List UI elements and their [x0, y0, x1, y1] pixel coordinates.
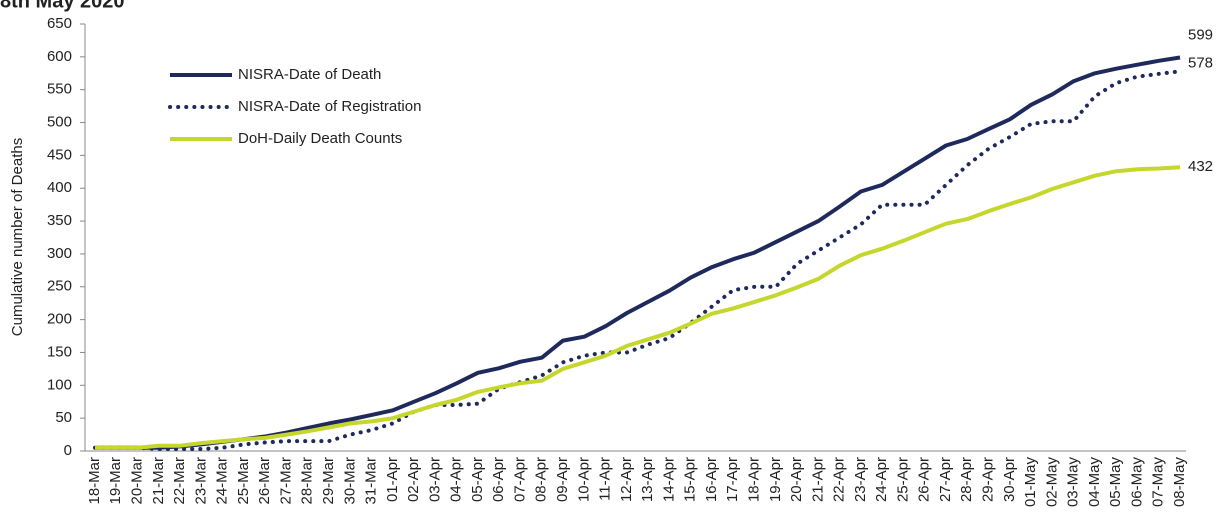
end-label: 432: [1188, 158, 1213, 175]
x-tick-label: 25-Apr: [894, 457, 911, 502]
x-tick-label: 23-Apr: [852, 457, 869, 502]
x-tick-label: 06-Apr: [490, 457, 507, 502]
x-tick-label: 08-Apr: [533, 457, 550, 502]
x-tick-label: 01-Apr: [384, 457, 401, 502]
x-tick-label: 03-May: [1065, 457, 1082, 508]
x-tick-label: 27-Mar: [277, 457, 294, 505]
x-tick-label: 28-Apr: [958, 457, 975, 502]
x-tick-label: 13-Apr: [639, 457, 656, 502]
y-tick-label: 250: [47, 278, 72, 295]
x-tick-label: 23-Mar: [192, 457, 209, 505]
x-tick-label: 20-Mar: [129, 457, 146, 505]
y-tick-label: 300: [47, 245, 72, 262]
x-tick-label: 20-Apr: [788, 457, 805, 502]
legend-label: DoH-Daily Death Counts: [238, 130, 402, 147]
x-tick-label: 21-Mar: [150, 457, 167, 505]
x-tick-label: 09-Apr: [554, 457, 571, 502]
y-tick-label: 650: [47, 15, 72, 32]
x-tick-label: 14-Apr: [660, 457, 677, 502]
y-tick-label: 350: [47, 212, 72, 229]
y-tick-label: 450: [47, 146, 72, 163]
series-line: [95, 165, 1181, 450]
y-axis-label: Cumulative number of Deaths: [9, 138, 26, 336]
x-tick-label: 22-Apr: [831, 457, 848, 502]
x-tick-label: 06-May: [1128, 457, 1145, 508]
legend-label: NISRA-Date of Registration: [238, 98, 421, 115]
x-tick-label: 02-May: [1043, 457, 1060, 508]
x-tick-label: 07-May: [1150, 457, 1167, 508]
x-tick-label: 11-Apr: [597, 457, 614, 501]
end-label: 578: [1188, 54, 1213, 71]
x-tick-label: 22-Mar: [171, 457, 188, 505]
y-tick-label: 100: [47, 376, 72, 393]
x-tick-label: 29-Mar: [320, 457, 337, 505]
x-tick-label: 30-Mar: [341, 457, 358, 505]
x-tick-label: 07-Apr: [511, 457, 528, 502]
y-tick-label: 0: [64, 442, 72, 459]
x-tick-label: 29-Apr: [979, 457, 996, 502]
x-tick-label: 04-Apr: [448, 457, 465, 502]
y-tick-label: 50: [55, 409, 72, 426]
x-tick-label: 04-May: [1086, 457, 1103, 508]
x-tick-label: 02-Apr: [405, 457, 422, 502]
legend-label: NISRA-Date of Death: [238, 66, 381, 83]
y-tick-label: 200: [47, 311, 72, 328]
x-tick-label: 18-Mar: [86, 457, 103, 505]
x-tick-label: 08-May: [1171, 457, 1188, 508]
series-line: [93, 69, 1182, 451]
x-tick-label: 19-Mar: [107, 457, 124, 505]
x-tick-label: 15-Apr: [682, 457, 699, 502]
series-line: [95, 55, 1181, 450]
x-tick-label: 17-Apr: [724, 457, 741, 502]
x-tick-label: 01-May: [1022, 457, 1039, 508]
x-tick-label: 03-Apr: [426, 457, 443, 502]
x-tick-label: 31-Mar: [363, 457, 380, 505]
x-tick-label: 21-Apr: [809, 457, 826, 502]
x-tick-label: 10-Apr: [575, 457, 592, 502]
x-tick-label: 24-Apr: [873, 457, 890, 502]
y-tick-label: 150: [47, 343, 72, 360]
x-tick-label: 19-Apr: [767, 457, 784, 502]
x-tick-label: 12-Apr: [618, 457, 635, 502]
x-tick-label: 25-Mar: [235, 457, 252, 505]
x-tick-label: 18-Apr: [745, 457, 762, 502]
x-tick-label: 27-Apr: [937, 457, 954, 502]
x-tick-label: 05-Apr: [469, 457, 486, 502]
x-tick-label: 28-Mar: [299, 457, 316, 505]
x-tick-label: 16-Apr: [703, 457, 720, 502]
end-label: 599: [1188, 26, 1213, 43]
y-tick-label: 600: [47, 48, 72, 65]
y-tick-label: 550: [47, 81, 72, 98]
x-tick-label: 26-Mar: [256, 457, 273, 505]
x-tick-label: 26-Apr: [916, 457, 933, 502]
chart-title: 8th May 2020: [0, 0, 125, 12]
y-tick-label: 400: [47, 179, 72, 196]
x-tick-label: 30-Apr: [1001, 457, 1018, 502]
x-tick-label: 24-Mar: [214, 457, 231, 505]
x-tick-label: 05-May: [1107, 457, 1124, 508]
y-tick-label: 500: [47, 114, 72, 131]
